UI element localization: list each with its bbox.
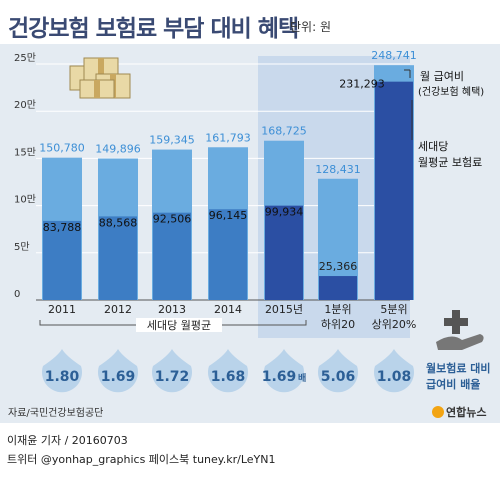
premium-bar xyxy=(265,205,303,300)
x-category-label: 2013 xyxy=(158,303,186,316)
credit-line-1: 이재윤 기자 / 20160703 xyxy=(7,434,128,447)
x-category-sublabel: 하위20 xyxy=(321,317,355,331)
plus-icon xyxy=(444,318,468,326)
unit-label: 단위: 원 xyxy=(290,20,331,34)
premium-value-label: 83,788 xyxy=(43,221,82,234)
benefit-value-label: 149,896 xyxy=(95,142,141,155)
premium-bar xyxy=(43,220,81,300)
ratio-droplet xyxy=(41,349,82,393)
premium-bar xyxy=(99,216,137,300)
ratio-droplet xyxy=(97,349,138,393)
premium-bar xyxy=(319,276,357,300)
y-tick-label: 25만 xyxy=(14,52,36,64)
ratio-legend-label: 월보험료 대비 xyxy=(426,361,491,375)
hand-icon xyxy=(436,334,484,350)
logo: 연합뉴스 xyxy=(432,404,486,420)
y-tick-label: 15만 xyxy=(14,146,36,158)
benefit-value-label: 150,780 xyxy=(39,142,85,155)
benefit-value-label: 159,345 xyxy=(149,134,195,147)
x-category-label: 2014 xyxy=(214,303,242,316)
premium-value-label: 99,934 xyxy=(265,206,304,219)
ratio-suffix: 배 xyxy=(298,372,306,384)
premium-bar xyxy=(153,212,191,300)
ratio-droplet xyxy=(318,349,358,393)
premium-value-label: 231,293 xyxy=(339,78,385,91)
x-category-label: 2015년 xyxy=(265,303,303,316)
money-band-icon xyxy=(98,58,104,82)
x-category-label: 2012 xyxy=(104,303,132,316)
ratio-value: 1.72 xyxy=(155,369,190,385)
source-note: 자료/국민건강보험공단 xyxy=(8,408,104,419)
group-label: 세대당 월평균 xyxy=(147,319,211,332)
benefit-value-label: 168,725 xyxy=(261,125,307,138)
legend-premium-label: 세대당 xyxy=(418,140,448,153)
y-tick-label: 20만 xyxy=(14,99,36,111)
footer xyxy=(0,424,500,477)
premium-bar xyxy=(209,209,247,300)
benefit-value-label: 161,793 xyxy=(205,131,251,144)
y-tick-label: 10만 xyxy=(14,194,36,206)
ratio-value: 5.06 xyxy=(321,369,356,385)
benefit-value-label: 128,431 xyxy=(315,163,361,176)
x-category-label: 2011 xyxy=(48,303,76,316)
x-category-label: 5분위 xyxy=(380,303,407,316)
legend-premium-sublabel: 월평균 보험료 xyxy=(418,156,482,169)
group-label-bg xyxy=(136,318,222,332)
ratio-droplet xyxy=(207,349,248,393)
ratio-value: 1.69 xyxy=(262,369,297,385)
premium-value-label: 96,145 xyxy=(209,209,248,222)
ratio-value: 1.69 xyxy=(101,369,136,385)
ratio-value: 1.68 xyxy=(211,369,246,385)
y-tick-label: 0 xyxy=(14,289,20,300)
x-category-label: 1분위 xyxy=(324,303,351,316)
chart-panel xyxy=(0,44,500,423)
ratio-droplet xyxy=(264,349,304,393)
logo-icon xyxy=(432,406,444,418)
legend-benefit-label: 월 급여비 xyxy=(420,70,464,83)
credit-line-2: 트위터 @yonhap_graphics 페이스북 tuney.kr/LeYN1 xyxy=(7,453,276,466)
legend-benefit-sublabel: (건강보험 혜택) xyxy=(418,86,484,98)
ratio-value: 1.80 xyxy=(45,369,80,385)
premium-value-label: 25,366 xyxy=(319,260,358,273)
premium-bar xyxy=(375,81,413,300)
benefit-value-label: 248,741 xyxy=(371,49,417,62)
bar-chart: 0 5만 10만 15만 20만 25만 150,780 83,788 2011 1.80 149,… xyxy=(14,49,491,393)
ratio-droplet xyxy=(152,349,192,393)
ratio-droplet xyxy=(373,349,414,393)
x-category-sublabel: 상위20% xyxy=(372,318,417,331)
money-band-icon xyxy=(94,80,100,98)
logo-text: 연합뉴스 xyxy=(446,406,487,419)
ratio-legend-sublabel: 급여비 배율 xyxy=(426,377,480,391)
premium-value-label: 88,568 xyxy=(99,216,138,229)
ratio-value: 1.08 xyxy=(377,369,412,385)
y-tick-label: 5만 xyxy=(14,241,30,253)
premium-value-label: 92,506 xyxy=(153,213,192,226)
page-title: 건강보험 보험료 부담 대비 혜택 xyxy=(8,16,299,42)
